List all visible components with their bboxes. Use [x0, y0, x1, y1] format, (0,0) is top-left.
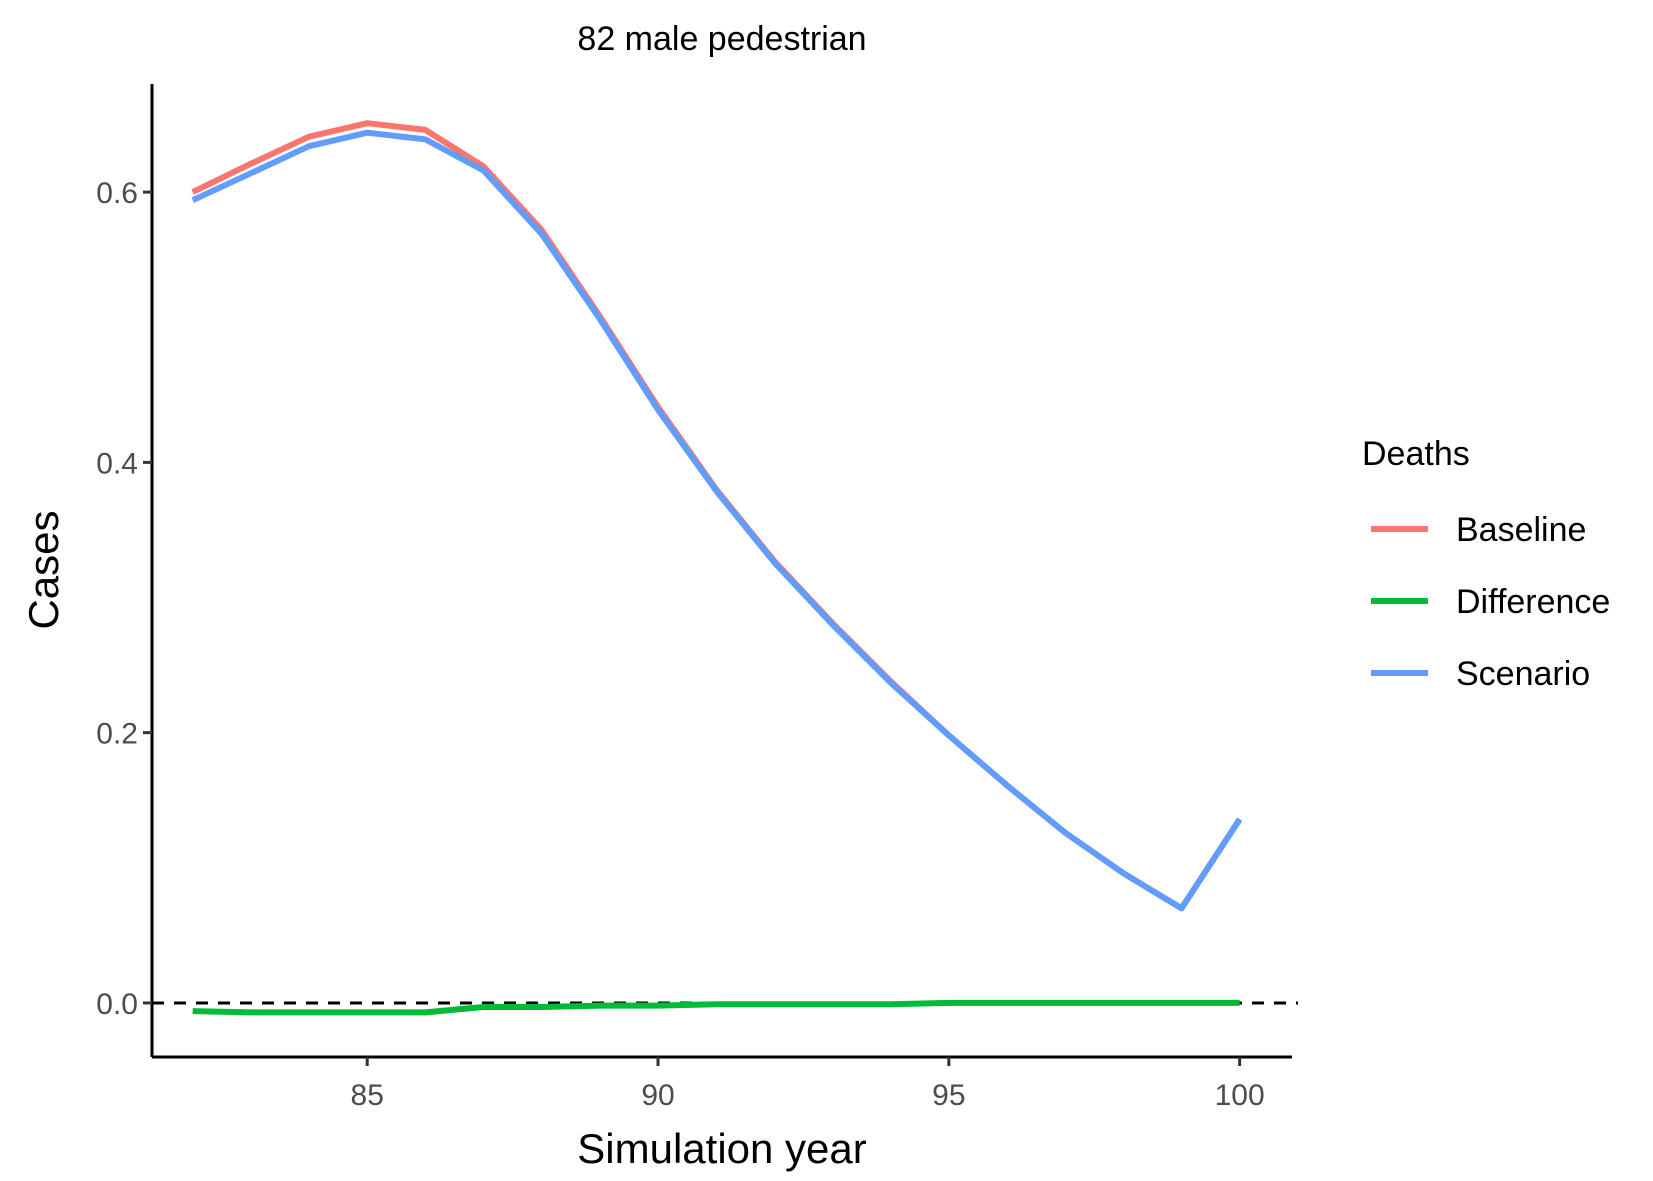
y-tick-label: 0.4 [96, 447, 138, 480]
series-line-scenario [191, 129, 1243, 912]
legend-label-baseline: Baseline [1456, 511, 1586, 549]
x-axis-title: Simulation year [577, 1125, 866, 1172]
y-tick-label: 0.6 [96, 177, 138, 210]
x-axis-ticks: 85 90 95 100 [351, 1057, 1265, 1112]
y-tick-label: 0.0 [96, 988, 138, 1021]
x-tick-label: 90 [641, 1079, 674, 1112]
series-line-difference [192, 999, 1240, 1016]
y-tick-label: 0.2 [96, 718, 138, 751]
legend: Deaths Baseline Difference Scenario [1362, 435, 1610, 693]
x-tick-label: 85 [351, 1079, 384, 1112]
y-axis-ticks: 0.0 0.2 0.4 0.6 [96, 177, 152, 1021]
legend-label-scenario: Scenario [1456, 655, 1590, 693]
y-axis-title: Cases [20, 510, 67, 629]
chart-title: 82 male pedestrian [577, 20, 866, 58]
x-tick-label: 100 [1215, 1079, 1265, 1112]
x-tick-label: 95 [932, 1079, 965, 1112]
legend-title: Deaths [1362, 435, 1470, 473]
legend-label-difference: Difference [1456, 583, 1610, 621]
series-line-baseline [191, 120, 1243, 912]
plot-area [152, 120, 1298, 1016]
